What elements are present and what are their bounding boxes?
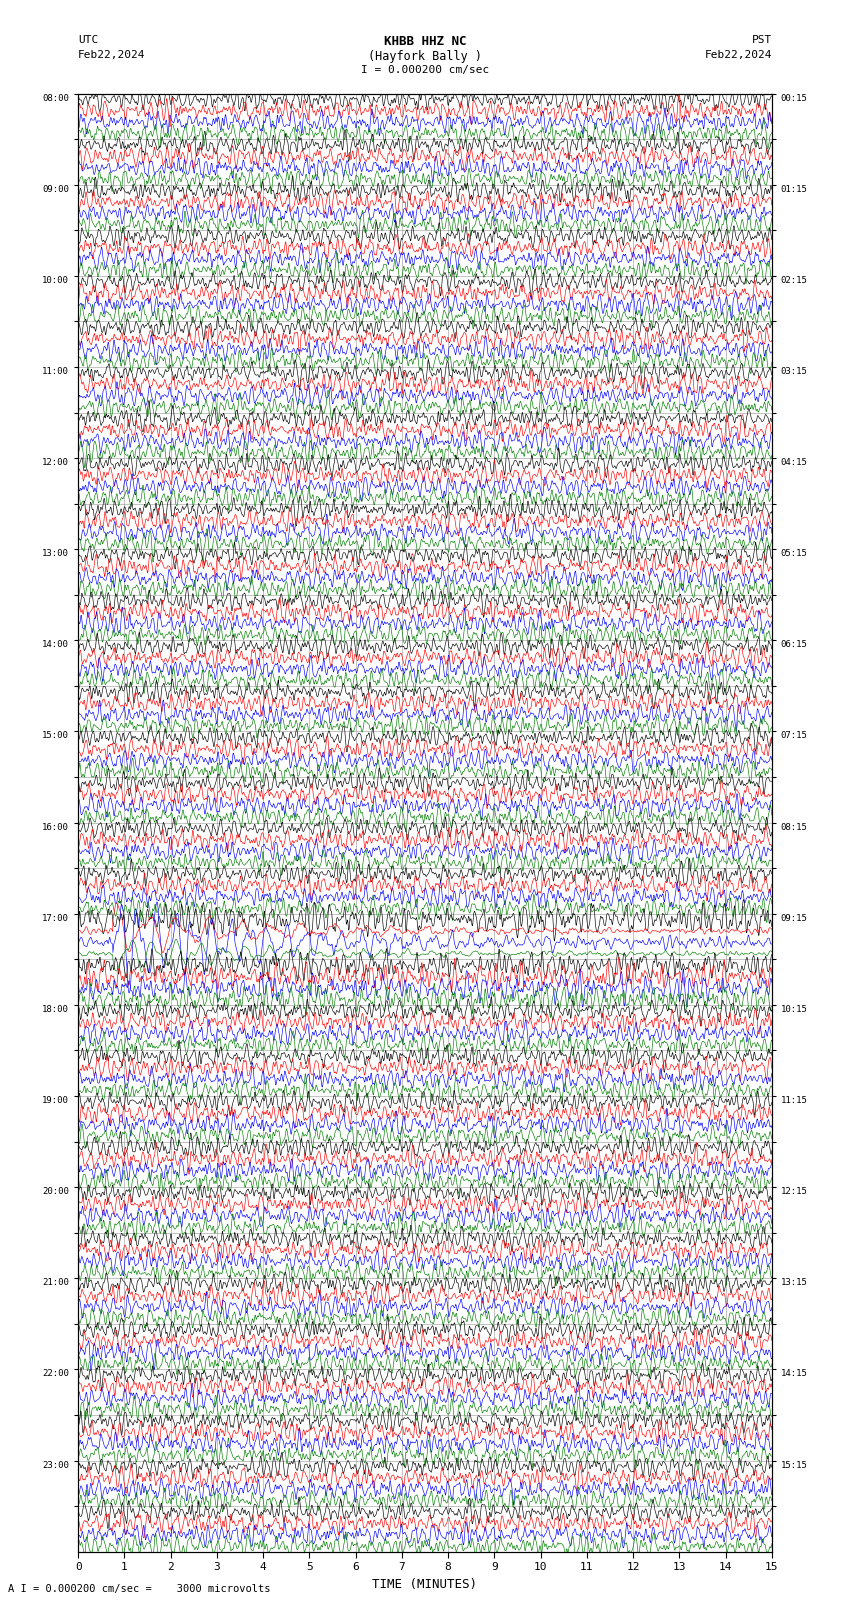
Text: I = 0.000200 cm/sec: I = 0.000200 cm/sec (361, 65, 489, 74)
X-axis label: TIME (MINUTES): TIME (MINUTES) (372, 1578, 478, 1590)
Text: PST: PST (751, 35, 772, 45)
Text: (Hayfork Bally ): (Hayfork Bally ) (368, 50, 482, 63)
Text: Feb22,2024: Feb22,2024 (705, 50, 772, 60)
Text: UTC: UTC (78, 35, 99, 45)
Text: A I = 0.000200 cm/sec =    3000 microvolts: A I = 0.000200 cm/sec = 3000 microvolts (8, 1584, 271, 1594)
Text: Feb22,2024: Feb22,2024 (78, 50, 145, 60)
Text: KHBB HHZ NC: KHBB HHZ NC (383, 35, 467, 48)
